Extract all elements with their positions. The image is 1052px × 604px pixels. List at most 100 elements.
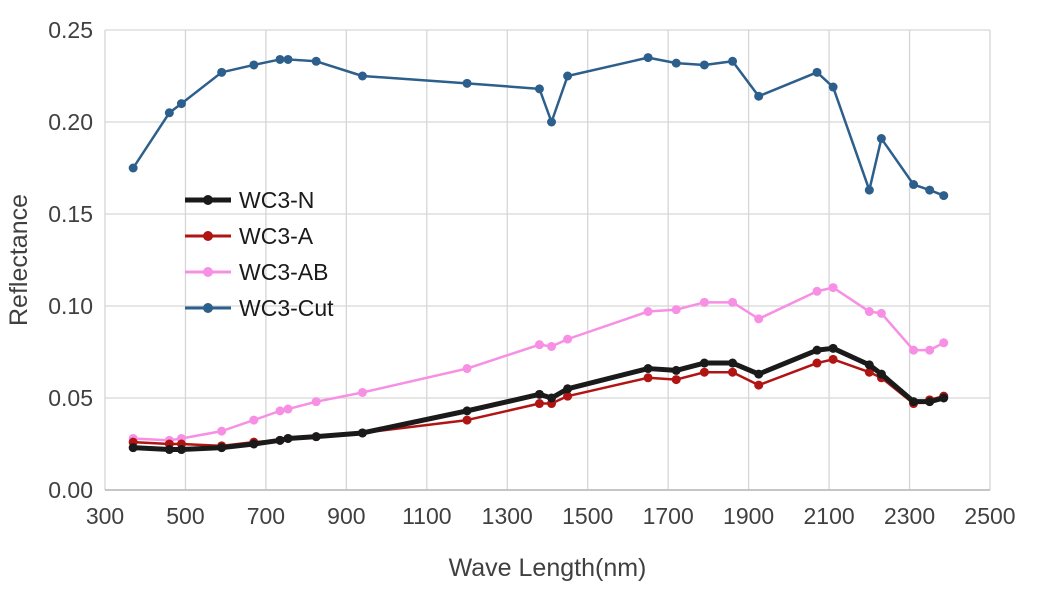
legend-label-wc3-a: WC3-A <box>239 223 314 249</box>
data-point-marker-wc3-n <box>534 389 544 399</box>
data-point-marker-wc3-ab <box>563 334 573 344</box>
data-point-marker-wc3-ab <box>812 286 822 296</box>
data-point-marker-wc3-ab <box>754 314 764 324</box>
y-axis-title: Reflectance <box>5 194 33 326</box>
data-point-marker-wc3-cut <box>909 180 919 190</box>
data-point-marker-wc3-a <box>864 367 874 377</box>
data-point-marker-wc3-cut <box>357 71 367 81</box>
data-point-marker-wc3-n <box>925 397 935 407</box>
data-point-marker-wc3-ab <box>217 426 227 436</box>
data-point-marker-wc3-cut <box>828 82 838 92</box>
x-tick-label: 2300 <box>884 503 935 529</box>
legend-marker-wc3-cut <box>203 303 213 313</box>
data-point-marker-wc3-n <box>164 445 174 455</box>
data-point-marker-wc3-cut <box>699 60 709 70</box>
x-tick-label: 1500 <box>562 503 613 529</box>
x-tick-label: 2500 <box>964 503 1015 529</box>
data-point-marker-wc3-n <box>876 369 886 379</box>
data-point-marker-wc3-cut <box>925 185 935 195</box>
data-point-marker-wc3-ab <box>671 305 681 315</box>
data-point-marker-wc3-cut <box>283 54 293 64</box>
x-tick-label: 300 <box>86 503 124 529</box>
data-point-marker-wc3-n <box>909 397 919 407</box>
data-point-marker-wc3-cut <box>939 191 949 201</box>
data-point-marker-wc3-n <box>217 443 227 453</box>
legend-label-wc3-cut: WC3-Cut <box>239 295 334 321</box>
data-point-marker-wc3-a <box>643 373 653 383</box>
x-tick-label: 2100 <box>804 503 855 529</box>
y-tick-label: 0.00 <box>48 477 93 503</box>
y-tick-label: 0.10 <box>48 293 93 319</box>
data-point-marker-wc3-ab <box>534 340 544 350</box>
data-point-marker-wc3-cut <box>864 185 874 195</box>
legend-marker-wc3-a <box>203 231 213 241</box>
data-point-marker-wc3-cut <box>462 78 472 88</box>
data-point-marker-wc3-ab <box>547 341 557 351</box>
legend-marker-wc3-ab <box>203 267 213 277</box>
data-point-marker-wc3-n <box>828 343 838 353</box>
data-point-marker-wc3-n <box>249 439 259 449</box>
data-point-marker-wc3-n <box>728 358 738 368</box>
data-point-marker-wc3-a <box>728 367 738 377</box>
data-point-marker-wc3-cut <box>812 67 822 77</box>
data-point-marker-wc3-a <box>462 415 472 425</box>
x-tick-label: 700 <box>247 503 285 529</box>
data-point-marker-wc3-n <box>283 433 293 443</box>
data-point-marker-wc3-cut <box>754 91 764 101</box>
x-tick-label: 1700 <box>643 503 694 529</box>
data-point-marker-wc3-n <box>754 369 764 379</box>
data-point-marker-wc3-n <box>939 393 949 403</box>
data-point-marker-wc3-n <box>563 384 573 394</box>
legend-label-wc3-ab: WC3-AB <box>239 259 328 285</box>
data-point-marker-wc3-n <box>671 365 681 375</box>
data-point-marker-wc3-ab <box>876 308 886 318</box>
data-point-marker-wc3-cut <box>176 99 186 109</box>
data-point-marker-wc3-cut <box>671 58 681 68</box>
x-tick-label: 1100 <box>402 503 451 529</box>
data-point-marker-wc3-n <box>864 360 874 370</box>
legend-marker-wc3-n <box>203 195 213 205</box>
data-point-marker-wc3-ab <box>275 406 285 416</box>
data-point-marker-wc3-a <box>534 399 544 409</box>
y-tick-label: 0.05 <box>48 385 93 411</box>
data-point-marker-wc3-a <box>828 354 838 364</box>
data-point-marker-wc3-cut <box>217 67 227 77</box>
y-tick-label: 0.25 <box>48 17 93 43</box>
data-point-marker-wc3-ab <box>828 283 838 293</box>
data-point-marker-wc3-ab <box>643 307 653 317</box>
x-tick-label: 900 <box>327 503 365 529</box>
data-point-marker-wc3-ab <box>283 404 293 414</box>
series-line-wc3-cut <box>131 56 945 197</box>
data-point-marker-wc3-ab <box>864 307 874 317</box>
data-point-marker-wc3-n <box>311 432 321 442</box>
data-point-marker-wc3-a <box>754 380 764 390</box>
data-point-marker-wc3-ab <box>909 345 919 355</box>
x-tick-label: 1900 <box>723 503 774 529</box>
data-point-marker-wc3-a <box>699 367 709 377</box>
data-point-marker-wc3-ab <box>925 345 935 355</box>
data-point-marker-wc3-n <box>462 406 472 416</box>
legend-label-wc3-n: WC3-N <box>239 187 314 213</box>
data-point-marker-wc3-cut <box>128 163 138 173</box>
data-point-marker-wc3-n <box>643 364 653 374</box>
data-point-marker-wc3-ab <box>728 297 738 307</box>
data-point-marker-wc3-cut <box>311 56 321 66</box>
data-point-marker-wc3-cut <box>547 117 557 127</box>
data-point-marker-wc3-ab <box>357 387 367 397</box>
y-tick-label: 0.15 <box>48 201 93 227</box>
data-point-marker-wc3-cut <box>164 108 174 118</box>
data-point-marker-wc3-ab <box>249 415 259 425</box>
x-tick-label: 500 <box>166 503 204 529</box>
data-point-marker-wc3-cut <box>728 56 738 66</box>
data-point-marker-wc3-ab <box>939 338 949 348</box>
data-point-marker-wc3-n <box>128 443 138 453</box>
data-point-marker-wc3-cut <box>563 71 573 81</box>
data-point-marker-wc3-cut <box>876 134 886 144</box>
data-point-marker-wc3-n <box>699 358 709 368</box>
data-point-marker-wc3-n <box>176 445 186 455</box>
data-point-marker-wc3-n <box>357 428 367 438</box>
data-point-marker-wc3-n <box>547 393 557 403</box>
data-point-marker-wc3-ab <box>311 397 321 407</box>
